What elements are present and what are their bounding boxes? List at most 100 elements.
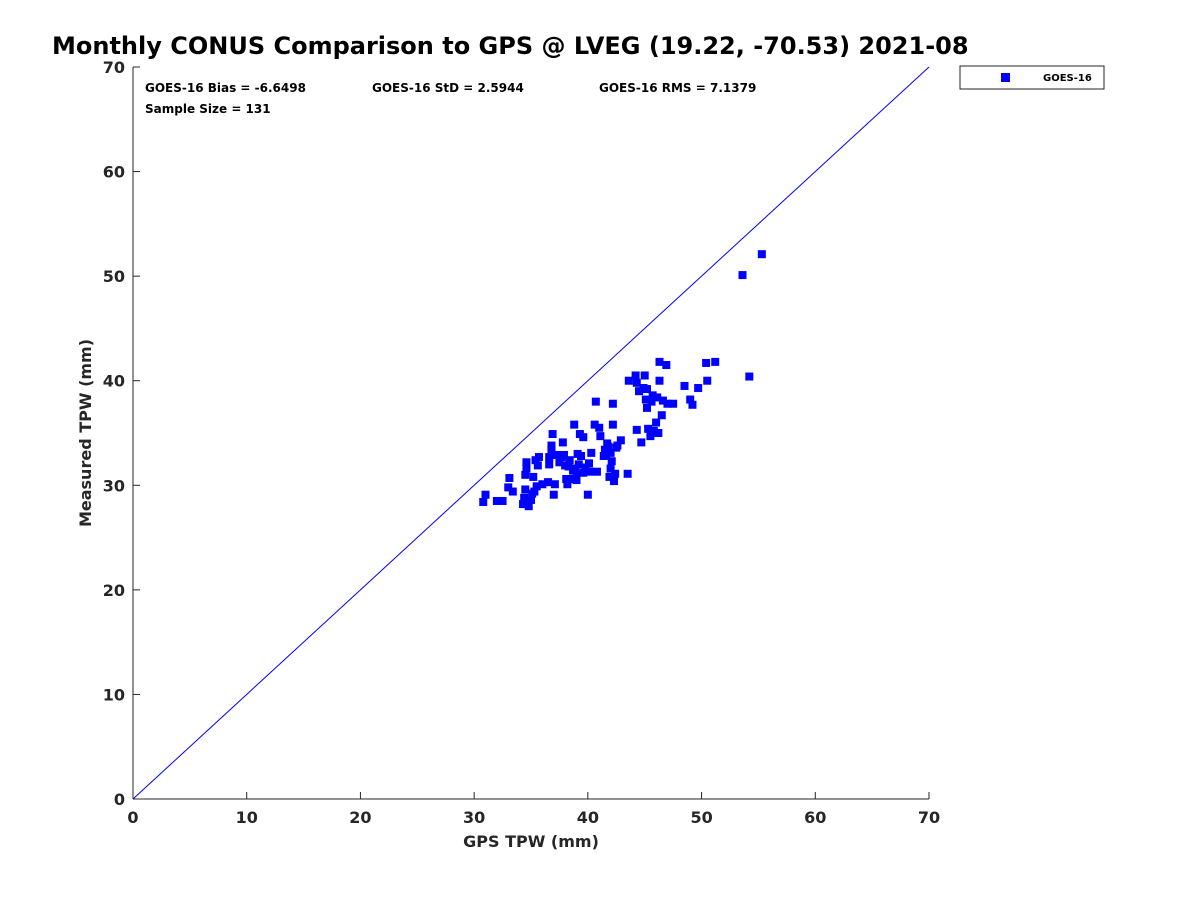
data-point (632, 378, 641, 387)
data-point (587, 448, 596, 457)
data-point (610, 477, 619, 486)
x-tick-label: 60 (804, 808, 826, 827)
data-point (524, 502, 533, 511)
data-point (508, 487, 517, 496)
data-point (522, 458, 531, 467)
data-point (688, 400, 697, 409)
data-point (631, 371, 640, 380)
data-point (550, 480, 559, 489)
data-point (608, 399, 617, 408)
data-point (579, 468, 588, 477)
data-point (607, 457, 616, 466)
data-point (572, 470, 581, 479)
data-point (552, 450, 561, 459)
reference-line-layer (132, 66, 930, 800)
data-point (579, 433, 588, 442)
data-point (538, 480, 547, 489)
data-point (655, 357, 664, 366)
data-point (653, 393, 662, 402)
x-tick-label: 30 (463, 808, 485, 827)
data-point (657, 411, 666, 420)
data-point (529, 472, 538, 481)
y-tick-label: 0 (114, 790, 125, 809)
data-point (562, 475, 571, 484)
data-point (623, 469, 632, 478)
legend-box (959, 65, 1105, 90)
data-point (545, 453, 554, 462)
x-tick-label: 0 (127, 808, 138, 827)
data-point (652, 418, 661, 427)
axes-layer (132, 67, 929, 800)
chart-title: Monthly CONUS Comparison to GPS @ LVEG (… (52, 32, 969, 60)
data-point (642, 403, 651, 412)
data-point (596, 432, 605, 441)
data-point (574, 460, 583, 469)
data-point (669, 399, 678, 408)
x-tick-label: 70 (918, 808, 940, 827)
data-point (694, 384, 703, 393)
data-point (584, 459, 593, 468)
data-point (606, 448, 615, 457)
data-point (641, 395, 650, 404)
data-point (637, 438, 646, 447)
bias-annotation: GOES-16 Bias = -6.6498 (145, 81, 306, 95)
data-point (686, 395, 695, 404)
data-point (647, 397, 656, 406)
data-point (547, 445, 556, 454)
rms-annotation: GOES-16 RMS = 7.1379 (599, 81, 756, 95)
data-point (571, 464, 580, 473)
data-point (559, 450, 568, 459)
data-point (604, 442, 613, 451)
data-point (738, 271, 747, 280)
data-point (611, 469, 620, 478)
data-point (595, 423, 604, 432)
data-point (519, 500, 528, 509)
data-point (530, 487, 539, 496)
data-point (757, 250, 766, 259)
plot-area (132, 66, 930, 800)
data-point (632, 425, 641, 434)
data-point (570, 420, 579, 429)
data-point (606, 464, 615, 473)
data-point (522, 464, 531, 473)
data-point (635, 387, 644, 396)
data-point (498, 496, 507, 505)
data-point (581, 463, 590, 472)
y-tick-label: 60 (103, 163, 125, 182)
std-annotation: GOES-16 StD = 2.5944 (372, 81, 524, 95)
data-point (558, 438, 567, 447)
data-point (658, 396, 667, 405)
data-point (605, 472, 614, 481)
data-point (590, 420, 599, 429)
data-point (534, 453, 543, 462)
data-point (654, 429, 663, 437)
data-point (533, 461, 542, 470)
data-points-layer (479, 250, 766, 511)
data-point (624, 376, 633, 385)
one-to-one-reference-line (132, 66, 930, 800)
data-point (616, 436, 625, 445)
data-point (547, 441, 556, 450)
legend: GOES-16 (959, 65, 1105, 90)
data-point (521, 470, 530, 479)
x-tick-label: 40 (577, 808, 599, 827)
data-point (520, 493, 529, 502)
y-tick-label: 50 (103, 267, 125, 286)
data-point (565, 456, 574, 465)
data-point (527, 495, 535, 504)
data-point (564, 462, 573, 471)
data-point (649, 426, 658, 435)
data-point (592, 467, 601, 476)
data-point (613, 441, 622, 450)
data-point (642, 385, 651, 394)
data-point (586, 467, 595, 476)
data-point (521, 485, 530, 494)
data-point (640, 371, 649, 380)
data-point (711, 357, 720, 366)
data-point (703, 376, 712, 385)
data-point (492, 496, 501, 505)
legend-marker-square-icon (1001, 73, 1010, 82)
data-point (591, 397, 600, 406)
y-axis-label: Measured TPW (mm) (76, 339, 95, 527)
data-point (544, 478, 553, 487)
